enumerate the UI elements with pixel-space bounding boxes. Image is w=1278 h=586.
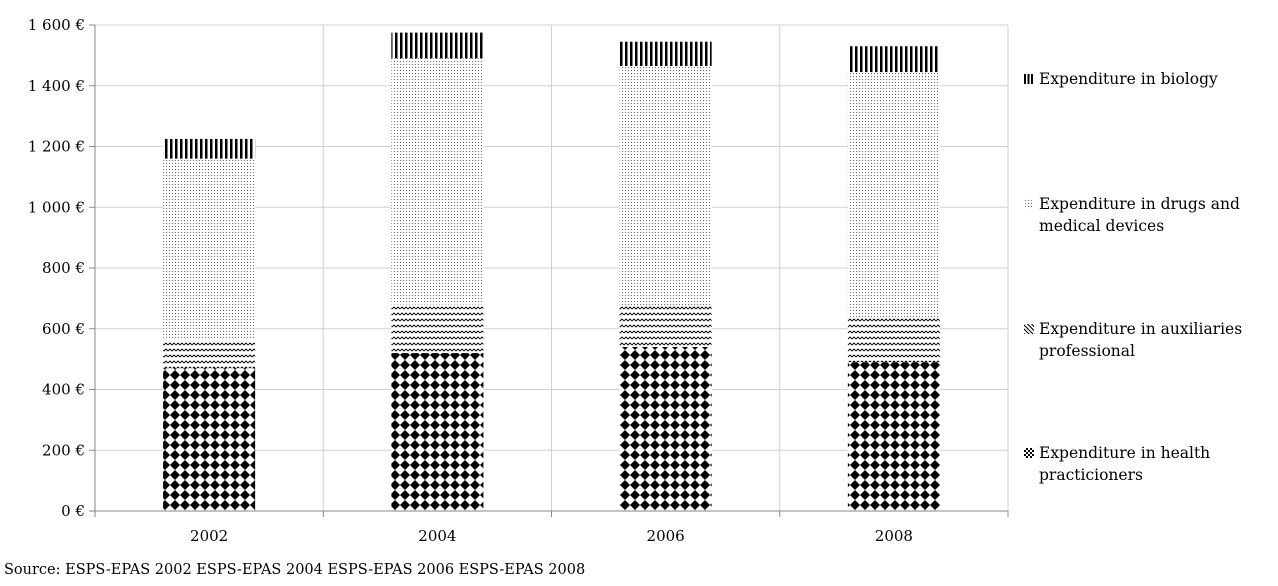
x-tick-label: 2006 (647, 527, 685, 545)
bar-biology-2002 (163, 138, 256, 159)
y-tick-label: 0 € (61, 502, 85, 520)
bar-auxiliaries-2006 (619, 305, 712, 347)
bar-biology-2006 (619, 41, 712, 67)
y-tick-label: 600 € (42, 320, 85, 338)
y-tick-label: 1 600 € (28, 16, 85, 34)
bar-health-2006 (619, 346, 712, 511)
y-tick-label: 400 € (42, 381, 85, 399)
legend-swatch-biology (1024, 74, 1034, 84)
bar-biology-2004 (391, 32, 484, 59)
y-tick-label: 200 € (42, 441, 85, 459)
bar-drugs-2008 (847, 72, 940, 319)
stacked-bar-chart: 0 € 200 € 400 € 600 € 800 € 1 000 € 1 200 € 1 4… (28, 16, 1009, 545)
legend-item-drugs: Expenditure in drugs and medical devices (1024, 193, 1271, 237)
bar-health-2008 (847, 362, 940, 511)
x-tick-label: 2008 (875, 527, 913, 545)
y-tick-label: 1 400 € (28, 77, 85, 95)
bar-drugs-2002 (163, 158, 256, 340)
y-tick-label: 1 000 € (28, 198, 85, 216)
legend-swatch-auxiliaries (1024, 324, 1034, 334)
bar-auxiliaries-2004 (391, 304, 484, 354)
legend-swatch-health (1024, 448, 1034, 458)
bar-drugs-2004 (391, 58, 484, 305)
legend-label-biology: Expenditure in biology (1039, 70, 1218, 88)
legend-label-drugs: Expenditure in drugs and medical devices (1039, 195, 1240, 235)
bar-biology-2008 (847, 46, 940, 73)
legend-label-auxiliaries: Expenditure in auxiliaries professional (1039, 320, 1243, 360)
legend: Expenditure in biology Expenditure in dr… (1024, 0, 1278, 520)
y-tick-label: 1 200 € (28, 138, 85, 156)
bar-drugs-2006 (619, 66, 712, 306)
bar-auxiliaries-2008 (847, 318, 940, 363)
y-tick-label: 800 € (42, 259, 85, 277)
x-tick-label: 2002 (190, 527, 228, 545)
legend-item-biology: Expenditure in biology (1024, 68, 1271, 90)
bar-health-2002 (163, 368, 256, 511)
legend-item-health: Expenditure in health practicioners (1024, 442, 1271, 486)
source-note: Source: ESPS-EPAS 2002 ESPS-EPAS 2004 ES… (4, 562, 586, 578)
bar-health-2004 (391, 353, 484, 511)
legend-swatch-drugs (1024, 199, 1034, 209)
bar-auxiliaries-2002 (163, 339, 256, 369)
x-tick-label: 2004 (418, 527, 456, 545)
legend-label-health: Expenditure in health practicioners (1039, 444, 1211, 484)
legend-item-auxiliaries: Expenditure in auxiliaries professional (1024, 318, 1271, 362)
